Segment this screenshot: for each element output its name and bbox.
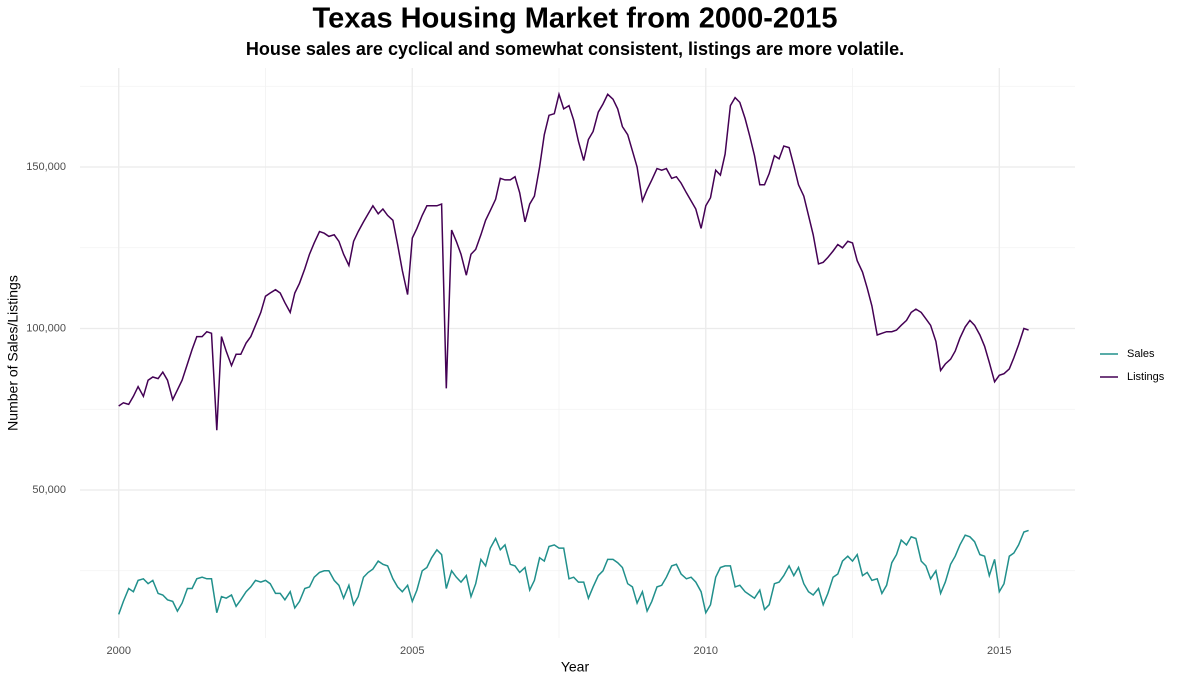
x-tick-label: 2000 xyxy=(107,645,131,657)
legend-label: Sales xyxy=(1127,348,1155,360)
x-tick-label: 2015 xyxy=(987,645,1011,657)
line xyxy=(118,91,1029,431)
y-axis-label: Number of Sales/Listings xyxy=(5,275,21,431)
x-tick-label: 2005 xyxy=(400,645,424,657)
x-axis-label: Year xyxy=(561,659,590,675)
chart-title: Texas Housing Market from 2000-2015 xyxy=(313,3,838,35)
y-tick-label: 100,000 xyxy=(26,322,66,334)
x-tick-label: 2010 xyxy=(694,645,718,657)
line xyxy=(117,529,1029,615)
chart-subtitle: House sales are cyclical and somewhat co… xyxy=(246,39,904,59)
y-tick-label: 50,000 xyxy=(32,484,66,496)
legend-label: Listings xyxy=(1127,371,1165,383)
y-tick-label: 150,000 xyxy=(26,161,66,173)
